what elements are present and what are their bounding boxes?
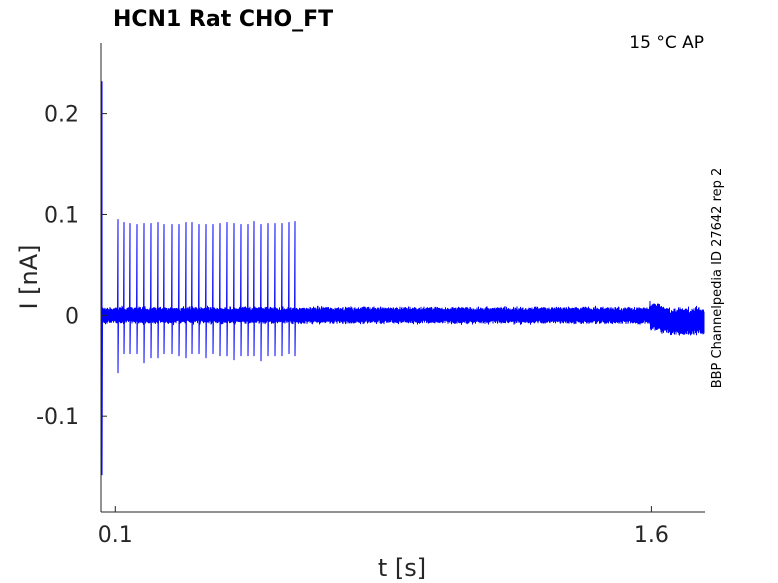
channelpedia-id-label: BBP Channelpedia ID 27642 rep 2 (710, 168, 725, 389)
y-tick-label: 0.2 (44, 103, 79, 128)
y-tick-label: -0.1 (36, 405, 79, 430)
x-axis-label: t [s] (378, 554, 426, 582)
plot-area (101, 81, 705, 476)
x-tick-label: 1.6 (634, 523, 669, 548)
y-tick-label: 0.1 (44, 203, 79, 228)
y-axis-label: I [nA] (15, 244, 43, 309)
condition-annotation: 15 °C AP (629, 33, 704, 53)
y-tick-label: 0 (65, 304, 79, 329)
y-axis-ticks: 0.2 0.1 0 -0.1 (36, 103, 107, 430)
series-line-current-trace (101, 81, 705, 476)
chart-title: HCN1 Rat CHO_FT (113, 7, 333, 32)
x-axis-ticks: 0.1 1.6 (98, 506, 669, 548)
x-tick-label: 0.1 (98, 523, 133, 548)
